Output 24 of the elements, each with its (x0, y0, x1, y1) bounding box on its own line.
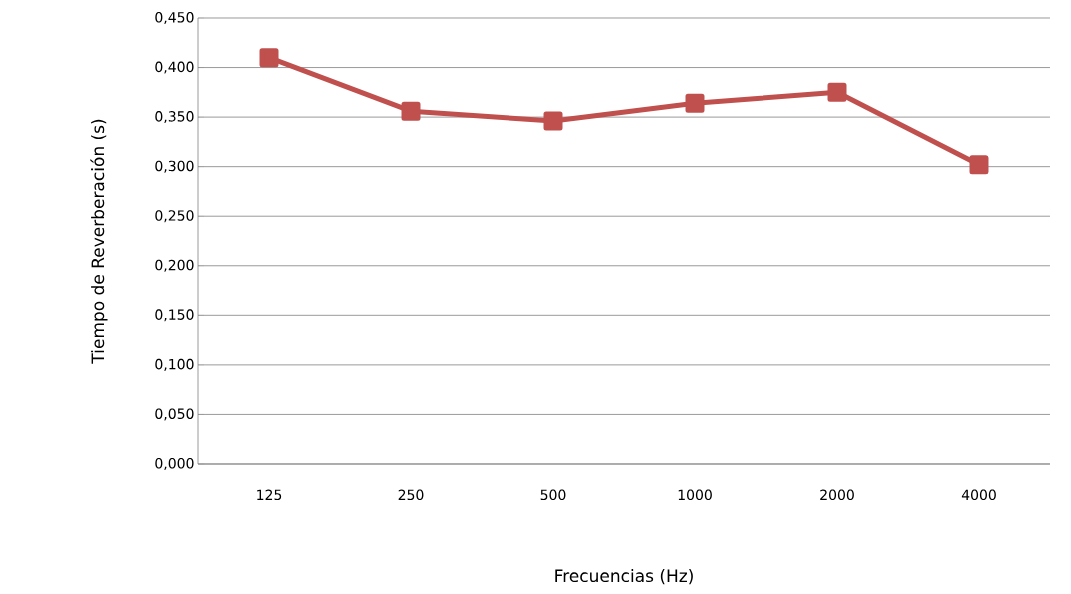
y-tick-label: 0,150 (155, 309, 194, 322)
x-tick-label: 250 (398, 489, 424, 501)
x-tick-label: 2000 (820, 489, 854, 501)
y-tick-label: 0,200 (155, 259, 194, 272)
point (969, 155, 989, 175)
x-tick-label: 125 (257, 489, 282, 501)
point (827, 82, 847, 102)
x-tick-label: 500 (540, 489, 566, 501)
y-tick-label: 0,300 (155, 160, 194, 173)
point (685, 93, 705, 113)
y-tick-label: 0,450 (155, 11, 194, 25)
y-tick-label: 0,400 (155, 61, 194, 74)
y-tick-label: 0,000 (155, 457, 194, 470)
point (259, 48, 279, 68)
y-tick-label: 0,350 (155, 111, 194, 124)
y-axis-title: Tiempo de Reverberación (s) (90, 119, 108, 364)
point (401, 101, 421, 121)
x-tick-label: 4000 (961, 489, 996, 501)
x-axis-title: Frecuencias (Hz) (555, 568, 693, 585)
x-tick-label: 1000 (678, 489, 712, 501)
y-tick-label: 0,100 (155, 358, 194, 371)
point (543, 111, 563, 131)
y-tick-label: 0,250 (155, 210, 194, 223)
y-tick-label: 0,050 (155, 408, 194, 421)
